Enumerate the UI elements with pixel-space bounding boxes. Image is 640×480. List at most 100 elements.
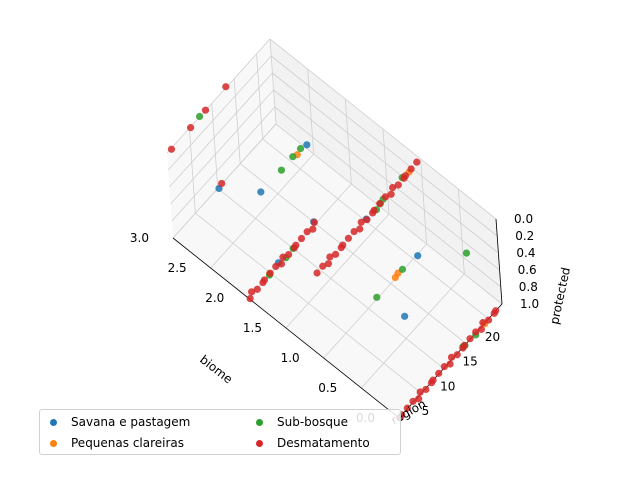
grid-y-wall [233,78,241,164]
data-point-desmatamento [422,385,430,394]
grid-z-wall-x [170,89,274,205]
x-tick-label: 3.0 [130,231,149,245]
x-axis-title: biome [197,352,235,386]
data-point-desmatamento [407,165,415,173]
y-tick-label: 15 [463,355,478,369]
data-point-desmatamento [370,206,378,214]
z-tick-label: 0.2 [515,229,534,243]
data-point-desmatamento [376,200,384,208]
data-point-sub-bosque [296,144,305,153]
legend-label-clareiras: Pequenas clareiras [71,436,185,450]
data-point-desmatamento [246,295,254,303]
data-point-desmatamento [218,179,226,188]
grid-x-wall [307,68,315,155]
grid-z-wall-y [275,123,503,305]
grid-z-wall-x [171,106,276,222]
legend: Savana e pastagem Pequenas clareiras Sub… [39,409,401,455]
data-point-desmatamento [363,216,371,224]
data-point-desmatamento [466,335,474,343]
data-point-desmatamento [447,353,456,361]
data-point-desmatamento [409,397,417,405]
grid-z-wall-y [270,55,498,237]
grid-x-wall [382,128,390,215]
data-point-desmatamento [266,269,274,277]
data-point-sub-bosque [277,166,286,174]
data-point-desmatamento [279,253,287,261]
z-tick-label: 0.6 [518,263,537,277]
legend-item-desmatamento: Desmatamento [252,436,370,450]
grid-z-wall-x [172,123,277,239]
grid-y-floor [239,163,467,344]
data-point-desmatamento [222,83,230,91]
z-tick-label: 0.0 [514,212,533,226]
data-point-desmatamento [381,193,390,201]
data-point-desmatamento [440,363,448,371]
legend-label-desmatamento: Desmatamento [277,436,370,450]
grid-x-wall [344,98,352,185]
y-tick-label: 5 [422,404,430,418]
legend-label-savana: Savana e pastagem [71,415,191,429]
data-point-savana-e-pastagem [257,188,265,196]
legend-label-sub-bosque: Sub-bosque [277,415,348,429]
grid-z-wall-x [166,38,271,154]
data-point-desmatamento [167,145,176,153]
grid-y-floor [217,188,445,369]
data-point-desmatamento [319,262,327,270]
legend-item-clareiras: Pequenas clareiras [46,436,184,450]
legend-item-sub-bosque: Sub-bosque [252,415,348,429]
x-tick-label: 1.5 [243,321,262,335]
grid-z-wall-y [269,38,497,220]
data-point-desmatamento [339,241,347,249]
data-point-desmatamento [344,234,353,242]
data-point-desmatamento [303,228,311,236]
legend-item-savana: Savana e pastagem [46,415,190,429]
data-point-desmatamento [310,218,318,227]
legend-marker-clareiras [50,439,57,447]
x-tick-label: 2.0 [205,291,224,305]
data-points [167,83,500,421]
data-point-desmatamento [460,341,468,350]
grid-x-wall [457,188,465,275]
data-point-desmatamento [292,241,300,249]
data-point-desmatamento [492,307,500,315]
grid-y-wall [211,103,219,189]
grid-x-wall [420,158,428,245]
data-point-desmatamento [479,319,487,327]
data-point-desmatamento [388,183,397,192]
data-point-desmatamento [277,260,286,268]
data-point-desmatamento [253,285,261,293]
data-point-savana-e-pastagem [303,141,311,149]
data-point-desmatamento [477,325,486,333]
data-point-desmatamento [186,124,195,132]
data-point-desmatamento [326,253,334,261]
data-point-desmatamento [201,106,210,114]
y-tick-label: 20 [485,330,500,344]
legend-marker-sub-bosque [256,418,263,426]
data-point-sub-bosque [373,293,381,301]
grid-y-wall [256,53,263,139]
data-point-desmatamento [324,260,333,268]
legend-marker-savana [50,418,57,426]
data-point-desmatamento [429,376,437,384]
grid-x-floor [323,243,427,359]
x-axis-line [172,237,400,419]
x-tick-label: 2.5 [168,261,187,275]
data-point-desmatamento [387,190,395,198]
data-point-desmatamento [248,288,256,296]
data-point-sub-bosque [462,249,471,257]
data-point-desmatamento [272,262,280,271]
data-point-desmatamento [401,172,410,180]
z-axis-line [495,218,503,305]
data-point-desmatamento [331,250,340,258]
z-tick-label: 0.4 [516,246,535,260]
y-tick-label: 10 [440,379,455,393]
grid-x-floor [285,213,390,329]
data-point-sub-bosque [195,112,204,121]
z-tick-label: 0.8 [519,280,538,294]
grid-z-wall-y [272,72,499,254]
x-tick-label: 1.0 [281,351,300,365]
x-tick-label: 0.5 [318,381,337,395]
data-point-desmatamento [394,181,402,189]
data-point-desmatamento [350,227,358,236]
